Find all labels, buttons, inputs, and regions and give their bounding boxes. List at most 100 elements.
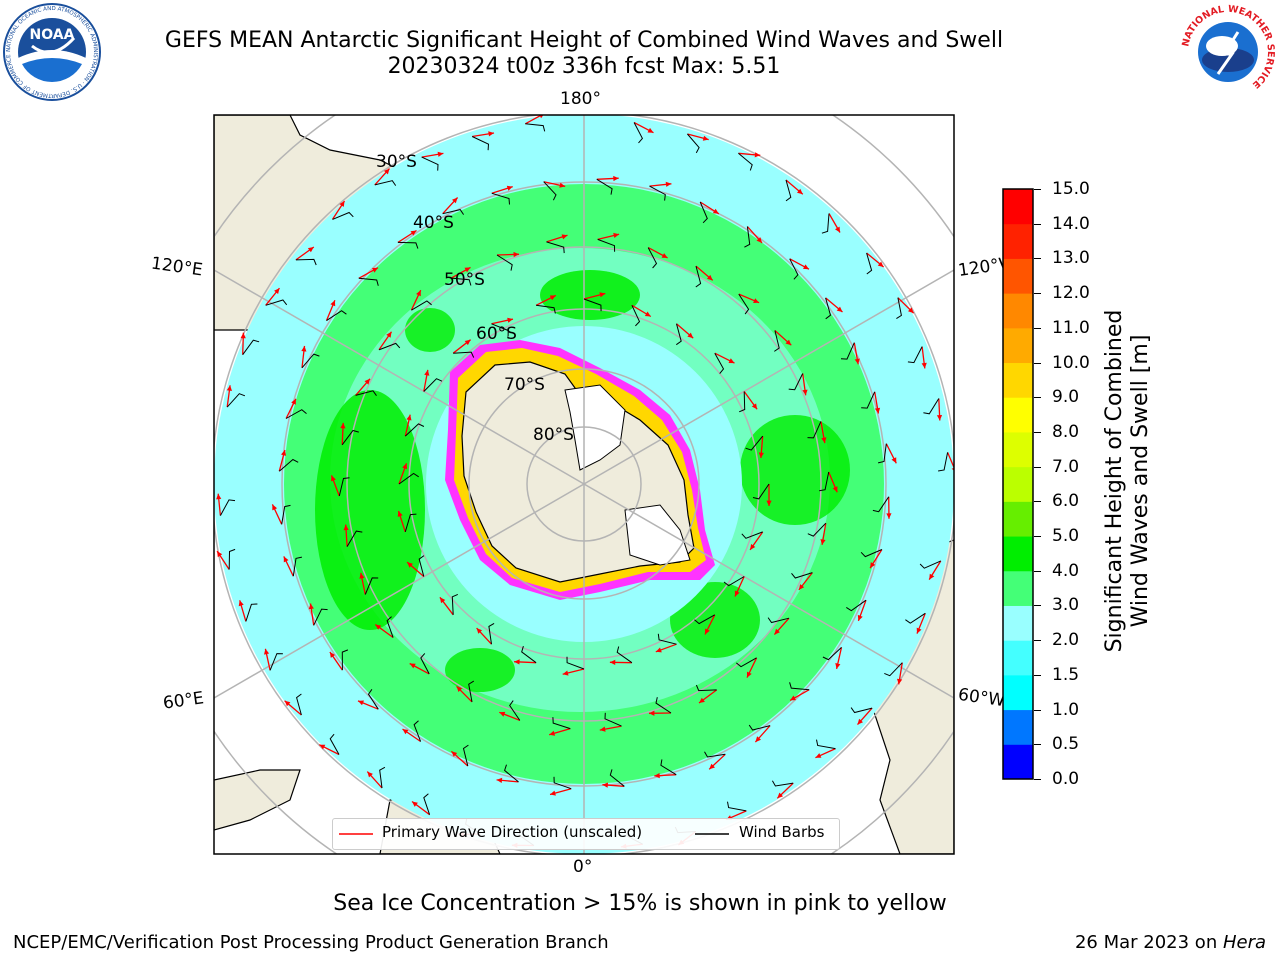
wave-arrow-head xyxy=(240,332,246,339)
wave-arrow-head xyxy=(755,736,761,743)
wave-arrow-head xyxy=(372,267,378,273)
wind-barb xyxy=(525,123,546,132)
wave-arrow-head xyxy=(751,403,758,410)
wave-arrow-head xyxy=(412,801,418,807)
wave-arrow-head xyxy=(706,274,713,281)
wind-barb xyxy=(462,744,469,767)
colorbar-tick-mark xyxy=(1034,570,1041,572)
wind-barb xyxy=(219,499,236,516)
wind-barb xyxy=(877,443,887,464)
wave-arrow-head xyxy=(402,463,408,470)
colorbar-band xyxy=(1003,536,1033,572)
wind-barb xyxy=(421,156,439,171)
wind-barb xyxy=(919,560,942,569)
colorbar-band xyxy=(1003,189,1033,225)
wave-arrow-head xyxy=(397,511,403,517)
colorbar-tick-label: 2.0 xyxy=(1052,630,1080,651)
wave-arrow-head xyxy=(513,251,519,258)
wind-barb xyxy=(504,764,519,783)
wave-arrow-head xyxy=(644,311,651,317)
wind-barb xyxy=(341,429,359,446)
colorbar-tick-mark xyxy=(1034,744,1041,746)
wind-barb xyxy=(821,213,830,234)
wind-barb xyxy=(687,133,700,154)
colorbar-tick-label: 14.0 xyxy=(1052,213,1090,234)
wave-arrow-head xyxy=(798,584,805,590)
wave-arrow-head xyxy=(561,234,568,240)
wind-barb xyxy=(649,185,666,201)
wave-arrow-head xyxy=(386,331,392,338)
wave-arrow-head xyxy=(283,556,289,563)
wave-arrow-head xyxy=(216,493,222,500)
wave-arrow-head xyxy=(599,292,606,298)
colorbar-tick-mark xyxy=(1034,431,1041,433)
wind-barb xyxy=(695,265,702,288)
wave-arrow-head xyxy=(916,627,922,634)
wave-arrow-head xyxy=(375,624,382,630)
wave-arrow-head xyxy=(734,590,740,597)
wave-arrow-head xyxy=(790,695,796,701)
wave-arrow-head xyxy=(777,792,783,799)
wind-barb xyxy=(423,378,443,392)
wind-barb xyxy=(265,299,288,306)
wind-barb xyxy=(338,477,350,497)
wind-barb xyxy=(346,530,363,547)
wind-barb xyxy=(872,496,890,513)
wave-arrow-head xyxy=(331,475,336,482)
colorbar-band xyxy=(1003,744,1033,780)
wave-arrow-head xyxy=(599,726,606,732)
wave-arrow-head xyxy=(456,686,463,692)
wave-arrow-head xyxy=(364,378,370,385)
wave-arrow-head xyxy=(602,782,608,788)
wind-barb xyxy=(418,555,425,577)
wind-barb xyxy=(543,181,557,201)
colorbar-tick-mark xyxy=(1034,674,1041,676)
colorbar-label-line1: Significant Height of Combined xyxy=(1102,309,1127,653)
wave-arrow-head xyxy=(562,670,569,676)
wave-arrow-head xyxy=(649,710,655,716)
wind-barb xyxy=(471,136,490,151)
wave-arrow-head xyxy=(226,385,232,391)
colorbar-band xyxy=(1003,501,1033,537)
sea-ice-caption: Sea Ice Concentration > 15% is shown in … xyxy=(333,891,947,916)
wave-arrow-head xyxy=(702,135,709,141)
colorbar-tick-mark xyxy=(1034,397,1041,399)
lat-label-60s: 60°S xyxy=(476,324,517,344)
wind-barb xyxy=(609,769,625,787)
wind-barb xyxy=(616,646,633,664)
footer-date: 26 Mar 2023 on Hera xyxy=(1075,932,1266,953)
colorbar-tick-mark xyxy=(1034,327,1041,329)
colorbar-tick-mark xyxy=(1034,501,1041,503)
wind-barb xyxy=(552,717,571,730)
colorbar-tick-mark xyxy=(1034,189,1041,190)
wind-barb xyxy=(938,452,949,472)
wind-barb xyxy=(301,353,320,369)
wind-barb xyxy=(496,254,513,271)
wind-barb xyxy=(488,622,495,645)
wave-arrow-head xyxy=(410,230,417,236)
wave-arrow-head xyxy=(835,663,841,669)
colorbar-tick-label: 1.0 xyxy=(1052,699,1080,720)
wave-arrow-head xyxy=(319,744,326,750)
wave-arrow-head xyxy=(609,659,616,665)
colorbar-band xyxy=(1003,362,1033,398)
wave-arrow-head xyxy=(307,247,314,253)
wave-arrow-head xyxy=(728,358,735,364)
wind-barb xyxy=(789,258,799,280)
wave-arrow-head xyxy=(274,288,280,294)
footer-host: Hera xyxy=(1222,932,1266,953)
colorbar-tick-label: 15.0 xyxy=(1052,179,1090,199)
wave-arrow-head xyxy=(655,647,662,653)
wind-barb xyxy=(907,346,923,364)
wind-barb xyxy=(245,603,258,622)
wind-barb xyxy=(583,298,602,312)
wave-arrow-head xyxy=(291,398,296,405)
wind-barb xyxy=(364,577,379,595)
wind-barb xyxy=(597,238,616,252)
colorbar-band xyxy=(1003,397,1033,433)
wind-barb xyxy=(546,241,565,254)
colorbar-tick-label: 8.0 xyxy=(1052,421,1080,442)
wave-arrow-head xyxy=(281,450,286,456)
wave-arrow-head xyxy=(238,600,244,607)
wind-barb xyxy=(819,471,830,492)
